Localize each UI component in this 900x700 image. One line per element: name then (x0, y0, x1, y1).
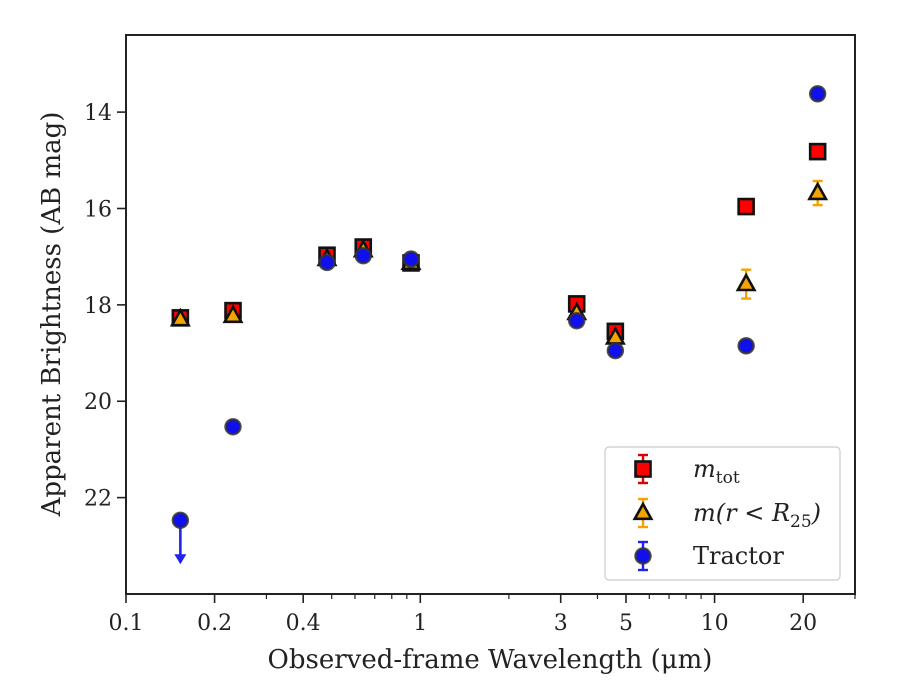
x-tick-label: 0.4 (286, 611, 321, 636)
data-point (354, 247, 372, 265)
legend-marker (634, 547, 652, 565)
y-axis-ticks: 14 16 18 20 22 (84, 101, 126, 512)
data-point (171, 511, 190, 529)
x-tick-label: 0.1 (109, 611, 144, 636)
x-axis-ticks: 0.1 0.2 0.4 1 3 5 10 20 (109, 594, 856, 636)
data-point (737, 337, 755, 355)
data-point (568, 312, 586, 330)
data-point (808, 85, 827, 103)
y-tick-label: 18 (84, 294, 112, 319)
legend-marker (632, 501, 654, 521)
legend-label: Tractor (693, 542, 784, 570)
legend: mtot m(r < R25) Tractor (604, 446, 841, 581)
y-tick-label: 20 (84, 390, 112, 415)
data-marks (169, 85, 829, 565)
legend-box (604, 446, 841, 581)
legend-label: mtot (693, 455, 740, 488)
data-point (737, 197, 755, 216)
data-point (807, 181, 829, 201)
legend-entry: Tractor (634, 540, 784, 572)
x-tick-label: 10 (701, 611, 729, 636)
x-axis-label: Observed-frame Wavelength (μm) (268, 645, 713, 675)
x-tick-label: 20 (789, 611, 817, 636)
y-tick-label: 22 (84, 487, 112, 512)
data-point (808, 142, 827, 161)
data-point (402, 250, 420, 268)
x-tick-label: 3 (554, 611, 568, 636)
data-point (222, 304, 244, 324)
y-tick-label: 16 (84, 197, 112, 222)
legend-label: m(r < R25) (693, 499, 821, 532)
data-point (169, 307, 191, 327)
data-point (606, 341, 625, 360)
data-point (224, 418, 242, 436)
x-tick-label: 0.2 (197, 611, 232, 636)
legend-entry: mtot (634, 453, 740, 488)
data-point (735, 272, 757, 292)
y-tick-label: 14 (84, 101, 112, 126)
legend-marker (634, 460, 652, 478)
data-point (318, 253, 336, 272)
upper-limit-arrow-head (174, 554, 187, 565)
y-axis-label: Apparent Brightness (AB mag) (37, 112, 67, 518)
x-tick-label: 1 (413, 611, 427, 636)
series-circle (171, 85, 827, 565)
x-tick-label: 5 (619, 611, 633, 636)
legend-entry: m(r < R25) (632, 497, 821, 532)
